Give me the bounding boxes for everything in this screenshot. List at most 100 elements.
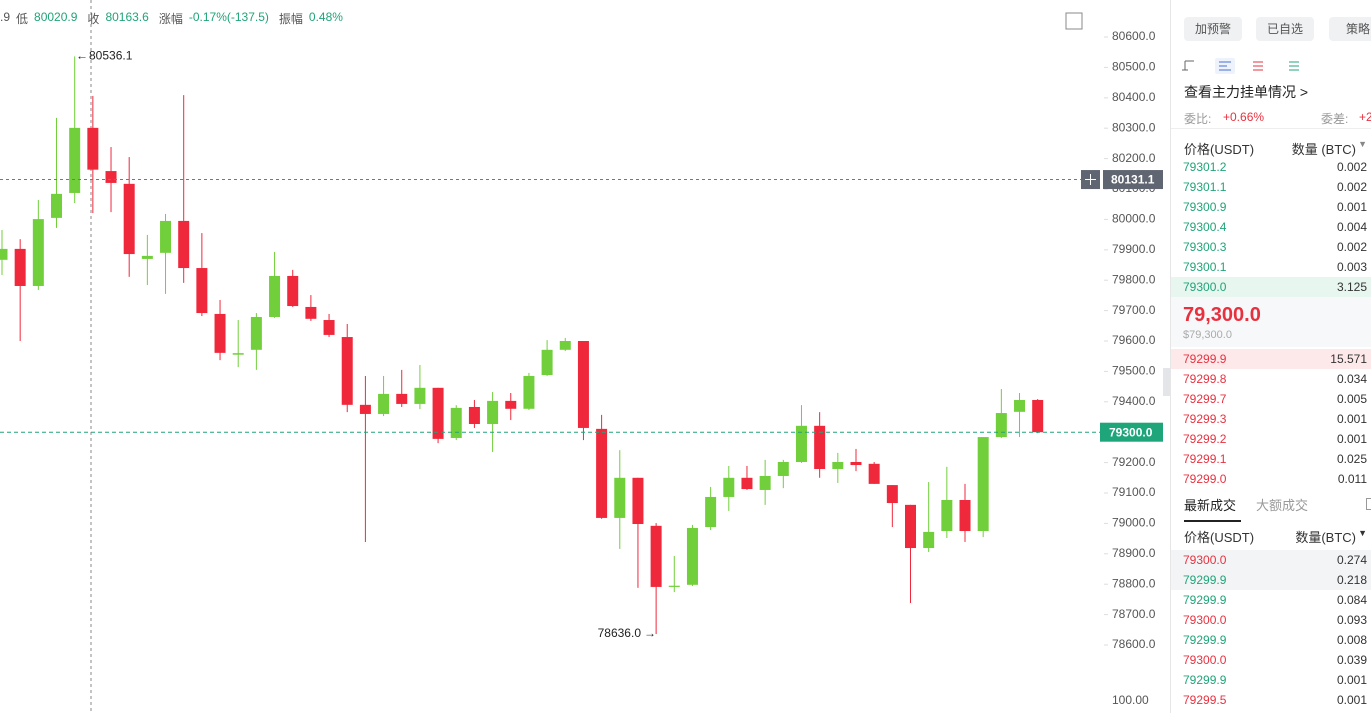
candle-body [105,171,117,183]
amount: 0.001 [1336,200,1367,214]
price: 79299.3 [1183,412,1227,426]
tab-active[interactable]: 最新成交 [1184,498,1237,513]
price: 79301.2 [1183,160,1227,174]
candle-body [14,248,26,286]
layout-icons[interactable] [1179,58,1369,74]
book-row: 79299.0 0.011 [1171,469,1371,489]
candle-body [1014,399,1026,412]
candle-body [432,387,444,439]
y-tick-label: 80200.0 [1112,151,1156,165]
book-row: 79301.1 0.002 [1171,177,1371,197]
amount: 0.001 [1336,412,1367,426]
y-tick-label: 79500.0 [1112,364,1156,378]
amount: 0.093 [1336,613,1367,627]
candle-body [977,437,989,531]
button[interactable]: 策略 [1329,17,1371,41]
dropdown-arrow[interactable]: ▼ [1358,139,1367,149]
last-price-label: 79300.0 [1109,425,1153,439]
candle-body [577,341,589,428]
price: 79299.1 [1183,452,1227,466]
candle-body [832,461,844,469]
book-row: 79300.1 0.003 [1171,257,1371,277]
y-tick-label: 79200.0 [1112,455,1156,469]
button[interactable]: 加预警 [1184,17,1242,41]
candle-body [559,341,571,350]
book-row: 79299.7 0.005 [1171,389,1371,409]
candle-body [795,425,807,462]
header-label: .9 [0,10,11,24]
y-tick-label: 78800.0 [1112,576,1156,590]
book-row: 79300.9 0.001 [1171,197,1371,217]
divider [1171,128,1371,129]
price: 79299.9 [1183,673,1227,687]
chart: 100.00 80600.0 80500.0 80400.0 80300.0 80200… [0,0,1163,713]
candle-body [541,349,553,376]
mid-panel [1171,297,1371,347]
plus-icon [1085,174,1096,186]
candle-body [378,393,390,414]
candle-body [323,320,335,335]
collapse-tab[interactable] [1163,368,1170,396]
candle-body [468,406,480,424]
last-price-box [1100,422,1163,442]
price: 79299.7 [1183,392,1227,406]
price: 79299.8 [1183,372,1227,386]
price: 79299.2 [1183,432,1227,446]
trades-amount-header[interactable]: 数量(BTC) [1295,530,1356,545]
price: 79299.0 [1183,472,1227,486]
low-marker: 78636.0 [598,626,642,640]
amount: 0.274 [1336,553,1367,567]
arrow: → [644,626,656,640]
trades-price-header: 价格(USDT) [1184,530,1255,545]
diff-label: 委差: [1321,112,1349,126]
amount: 0.001 [1336,673,1367,687]
amount-header[interactable]: 数量 (BTC) [1291,142,1356,157]
header-value: -0.17%(-137.5) [188,10,269,24]
book-row: 79299.3 0.001 [1171,409,1371,429]
candle-body [305,306,317,319]
trade-row: 79300.0 0.093 [1171,610,1371,630]
y-tick-label: 78700.0 [1112,607,1156,621]
tab[interactable]: 大额成交 [1256,498,1309,513]
y-tick-label: 80400.0 [1112,90,1156,104]
price: 79300.0 [1183,280,1227,294]
price: 79300.1 [1183,260,1227,274]
amount: 0.218 [1336,573,1367,587]
fullscreen-icon[interactable] [1065,12,1083,30]
amount: 0.011 [1337,472,1367,486]
crosshair-label: 80131.1 [1111,173,1155,187]
candle-body [160,220,172,253]
price: 79300.0 [1183,553,1227,567]
dropdown-arrow[interactable]: ▼ [1358,528,1367,538]
candle-body [359,404,371,414]
candle-body [269,275,281,317]
candle-body [759,475,771,490]
header-value: 80163.6 [105,10,149,24]
candle-body [632,477,644,525]
candle-body [487,400,499,424]
candle-body [505,400,517,409]
orderbook-link[interactable]: 查看主力挂单情况 > [1184,84,1309,100]
candle-body [1032,399,1044,433]
candle-body [723,477,735,497]
amount: 0.002 [1336,180,1367,194]
button[interactable]: 已自选 [1256,17,1314,41]
trade-row: 79299.5 0.001 [1171,690,1371,710]
amount: 0.008 [1336,633,1367,647]
candle-body [69,127,81,193]
amount: 0.003 [1336,260,1367,274]
checkbox[interactable] [1366,498,1371,510]
candle-body [232,353,244,355]
ohlc-header: .9 低 80020.9 收 80163.6 涨幅 -0.17%(-137.5) 振幅 0.48… [0,10,347,27]
candle-body [741,477,753,490]
price: 79299.5 [1183,693,1227,707]
book-row: 79299.1 0.025 [1171,449,1371,469]
candle-body [814,425,826,469]
candle-body [650,525,662,587]
amount: 15.571 [1330,352,1367,366]
header-label: 低 [16,12,29,26]
candle-body [123,183,135,255]
amount: 0.004 [1336,220,1367,234]
price: 79299.9 [1183,573,1227,587]
